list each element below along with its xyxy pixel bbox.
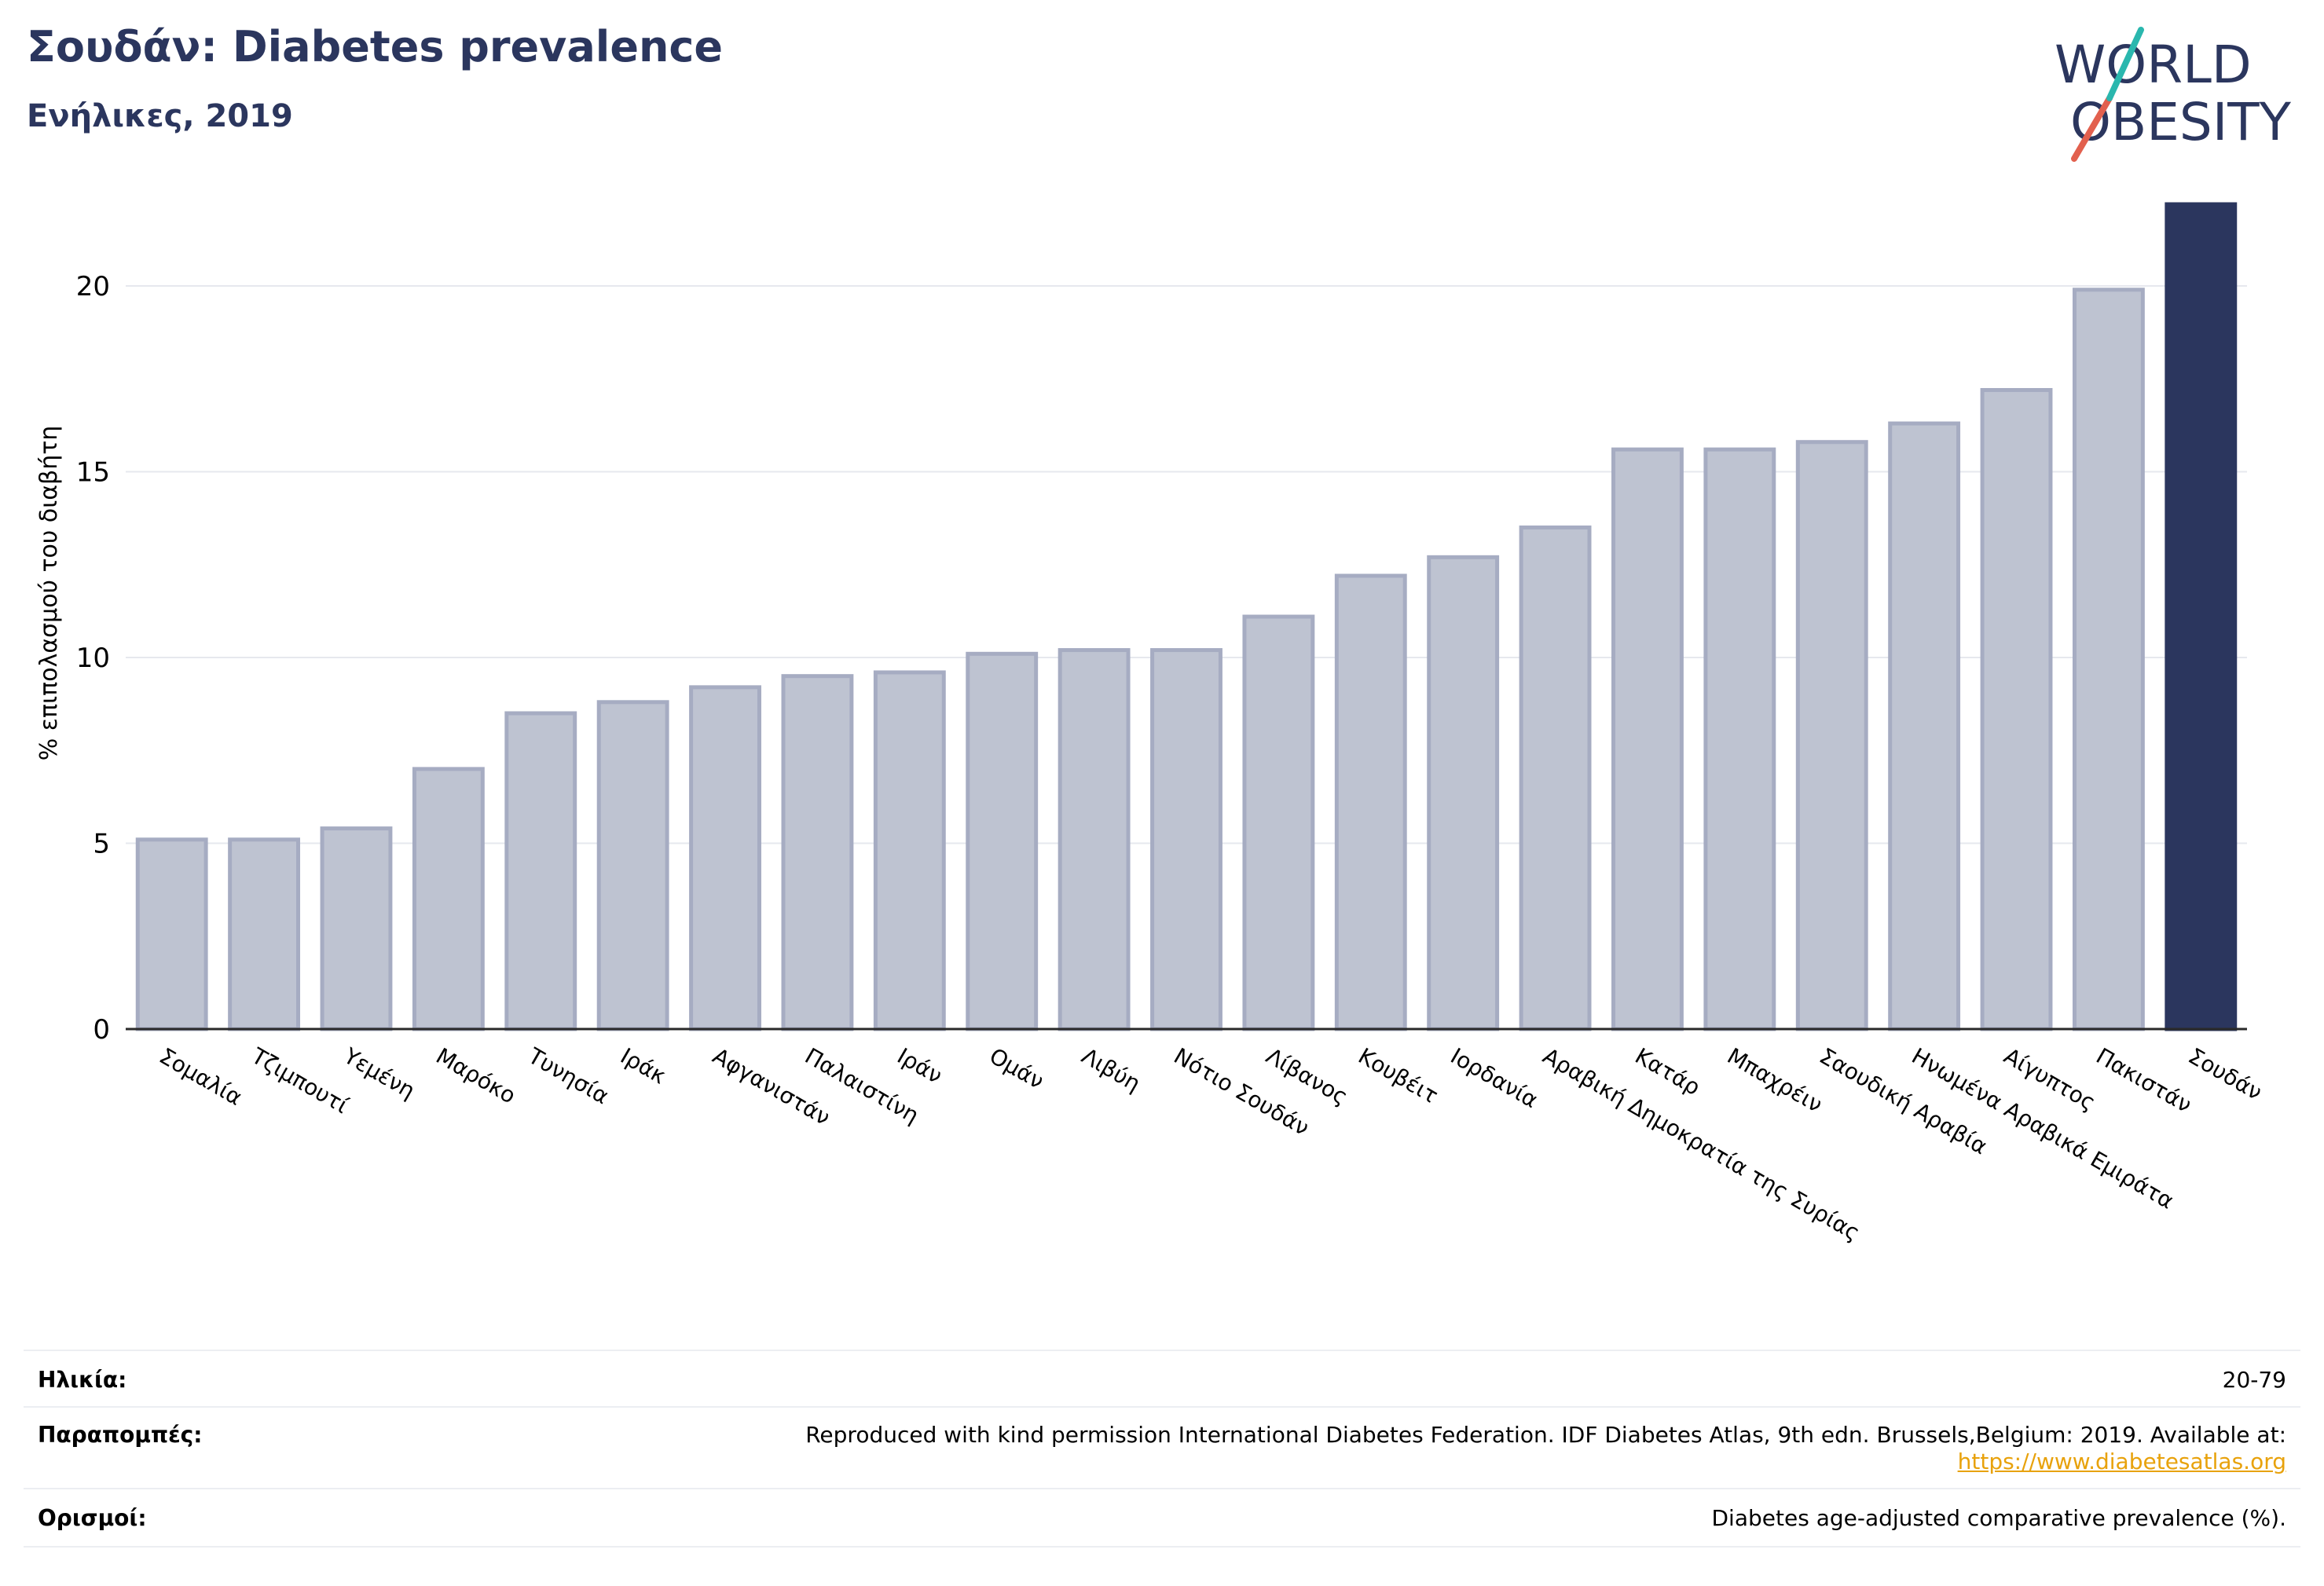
- references-label: Παραπομπές:: [38, 1422, 203, 1448]
- footer-row-definitions: Ορισμοί: Diabetes age-adjusted comparati…: [24, 1488, 2300, 1548]
- bar-chart: 0 5 10 15 20 % επιπολασμού του διαβήτη Σομαλία…: [35, 202, 2267, 1246]
- references-value: Reproduced with kind permission Internat…: [805, 1422, 2286, 1475]
- y-tick-label: 10: [76, 643, 110, 674]
- footer-row-references: Παραπομπές: Reproduced with kind permiss…: [24, 1406, 2300, 1488]
- x-tick-label: Τζιμπουτί: [247, 1042, 354, 1119]
- x-tick-label: Κουβέιτ: [1354, 1042, 1442, 1108]
- x-tick-label: Αραβική Δημοκρατία της Συρίας: [1538, 1042, 1864, 1246]
- x-tick-label: Λιβύη: [1077, 1042, 1145, 1097]
- x-tick-label: Ιράν: [893, 1042, 947, 1089]
- bar: [1058, 648, 1131, 1031]
- x-tick-label: Σαουδική Αραβία: [1815, 1042, 1992, 1159]
- bar: [1888, 421, 1961, 1031]
- x-tick-label: Μαρόκο: [431, 1042, 520, 1108]
- x-tick-label: Κατάρ: [1630, 1042, 1704, 1101]
- x-tick-label: Σουδάν: [2184, 1042, 2267, 1105]
- bar: [1150, 648, 1222, 1031]
- x-tick-label: Πακιστάν: [2091, 1042, 2196, 1118]
- bar: [1427, 555, 1500, 1031]
- bar: [1611, 447, 1684, 1031]
- bar: [1703, 447, 1776, 1031]
- definitions-value: Diabetes age-adjusted comparative preval…: [1711, 1505, 2287, 1531]
- definitions-label: Ορισμοί:: [38, 1505, 147, 1531]
- x-tick-label: Μπαχρέιν: [1723, 1042, 1827, 1117]
- bar: [873, 670, 946, 1031]
- bar: [596, 700, 669, 1031]
- chart-title: Σουδάν: Diabetes prevalence: [27, 22, 724, 71]
- bar: [1242, 614, 1315, 1031]
- x-tick-label: Ιορδανία: [1446, 1042, 1542, 1113]
- logo-line1: WORLD: [2055, 35, 2252, 95]
- y-axis-title: % επιπολασμού του διαβήτη: [35, 426, 63, 761]
- x-tick-label: Ομάν: [985, 1042, 1049, 1094]
- references-text: Reproduced with kind permission Internat…: [805, 1422, 2286, 1448]
- bar: [1519, 525, 1592, 1031]
- bar: [412, 767, 485, 1031]
- bar: [1334, 573, 1407, 1031]
- y-tick-label: 15: [76, 457, 110, 489]
- bar: [135, 837, 208, 1031]
- bar: [2072, 288, 2145, 1031]
- bar: [1980, 387, 2053, 1031]
- age-value: 20-79: [2222, 1367, 2286, 1393]
- chart-subtitle: Ενήλικες, 2019: [27, 98, 293, 134]
- bar: [781, 674, 854, 1031]
- y-tick-label: 20: [76, 271, 110, 302]
- bar: [320, 826, 393, 1031]
- bar: [504, 711, 577, 1031]
- y-tick-label: 0: [93, 1014, 110, 1046]
- x-tick-label: Τυνησία: [523, 1042, 614, 1109]
- bar: [2165, 202, 2238, 1031]
- x-tick-label: Σομαλία: [155, 1042, 247, 1110]
- world-obesity-logo: WORLD OBESITY: [2055, 27, 2292, 162]
- x-tick-label: Ιράκ: [616, 1042, 670, 1089]
- references-link[interactable]: https://www.diabetesatlas.org: [1957, 1449, 2286, 1474]
- chart-footer: Ηλικία: 20-79 Παραπομπές: Reproduced wit…: [24, 1350, 2300, 1548]
- bar: [966, 651, 1039, 1031]
- age-label: Ηλικία:: [38, 1367, 127, 1393]
- y-tick-label: 5: [93, 829, 110, 860]
- bar: [228, 837, 301, 1031]
- footer-row-age: Ηλικία: 20-79: [24, 1350, 2300, 1406]
- bar: [1795, 440, 1868, 1031]
- bar: [689, 685, 761, 1031]
